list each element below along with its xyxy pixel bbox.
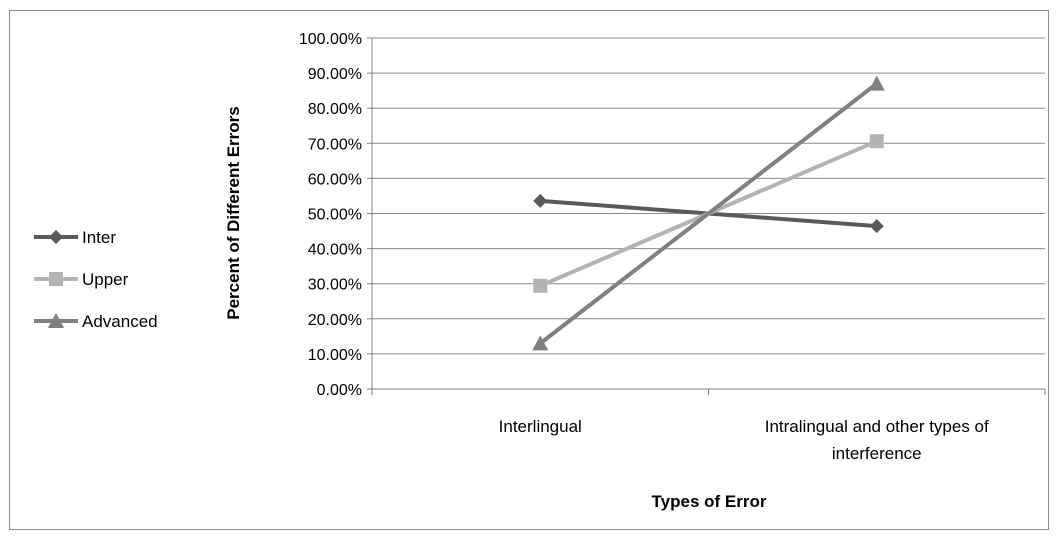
- y-tick-label: 100.00%: [299, 31, 362, 48]
- data-point-triangle: [532, 335, 549, 351]
- y-tick-label: 80.00%: [308, 101, 362, 118]
- data-point-square: [533, 278, 548, 293]
- y-tick-label: 70.00%: [308, 136, 362, 153]
- x-category-labels: Interlingual Intralingual and other types…: [499, 417, 989, 463]
- y-tick-label: 60.00%: [308, 171, 362, 188]
- data-point-diamond: [49, 230, 63, 244]
- y-tick-label: 90.00%: [308, 66, 362, 83]
- data-point-square: [49, 272, 63, 286]
- y-axis-title: Percent of Different Errors: [224, 106, 243, 320]
- legend: Inter Upper Advanced: [34, 228, 158, 331]
- x-category-label: Interlingual: [499, 417, 582, 436]
- data-point-triangle: [48, 313, 64, 328]
- y-tick-label: 0.00%: [317, 382, 362, 399]
- y-tick-label: 30.00%: [308, 277, 362, 294]
- x-axis-title: Types of Error: [652, 492, 767, 511]
- data-point-diamond: [869, 219, 884, 234]
- axes: [371, 38, 1045, 390]
- y-tick-labels: 0.00% 10.00% 20.00% 30.00% 40.00% 50.00% 60.00…: [299, 31, 362, 399]
- legend-label: Upper: [82, 270, 129, 289]
- legend-item: Inter: [34, 228, 116, 247]
- x-category-label-line: interference: [832, 444, 922, 463]
- y-tick-label: 10.00%: [308, 347, 362, 364]
- data-point-triangle: [868, 75, 885, 91]
- legend-label: Advanced: [82, 312, 158, 331]
- series-advanced: [532, 75, 885, 351]
- legend-item: Upper: [34, 270, 129, 289]
- data-point-diamond: [533, 193, 548, 208]
- legend-label: Inter: [82, 228, 116, 247]
- x-category-label-line: Intralingual and other types of: [765, 417, 989, 436]
- x-category-label: Intralingual and other types of interfere…: [765, 417, 989, 463]
- y-tick-label: 50.00%: [308, 207, 362, 224]
- chart-area: [9, 10, 1049, 530]
- y-tick-label: 40.00%: [308, 242, 362, 259]
- x-category-label-line: Interlingual: [499, 417, 582, 436]
- data-point-square: [869, 134, 884, 149]
- series: [532, 75, 885, 351]
- series-line: [539, 82, 878, 345]
- legend-item: Advanced: [34, 312, 158, 331]
- y-tick-label: 20.00%: [308, 312, 362, 329]
